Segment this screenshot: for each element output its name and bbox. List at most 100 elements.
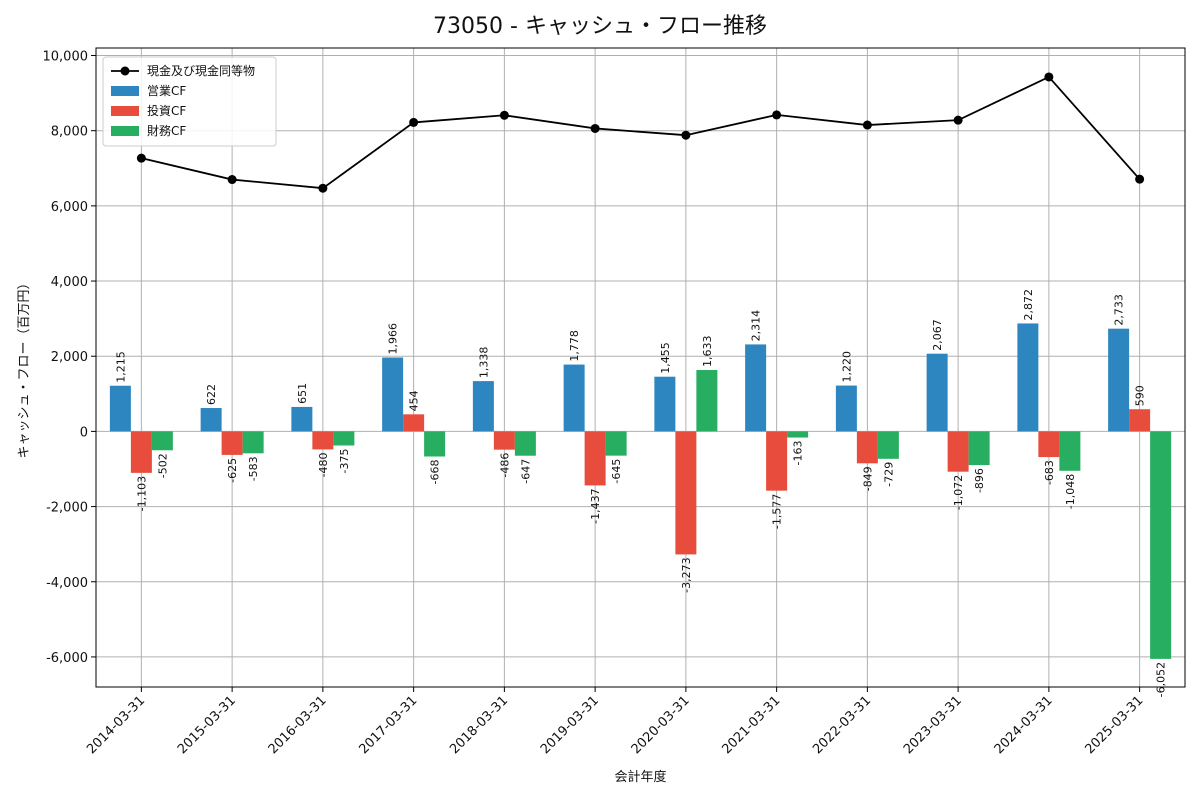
legend-box [102,56,277,147]
x-tick-label: 2019-03-31 [538,693,602,757]
data-label: 651 [296,383,309,404]
chart-title: 73050 - キャッシュ・フロー推移 [433,14,767,39]
data-label: -849 [861,466,874,491]
cash-balance-point [499,110,509,120]
bar-financing [242,431,264,454]
bar-investing [675,431,697,555]
y-tick-label: 10,000 [43,50,89,65]
bar-financing [787,431,809,438]
cash-balance-point [1135,174,1145,184]
data-label: 2,872 [1022,289,1035,321]
data-label: 1,966 [387,323,400,355]
bar-investing [493,431,515,450]
y-tick-label: -2,000 [46,501,88,516]
bar-investing [766,431,788,491]
y-tick-label: 4,000 [51,275,88,290]
data-label: 1,633 [701,336,714,368]
data-label: -486 [498,453,511,478]
x-tick-label: 2025-03-31 [1082,693,1146,757]
bar-financing [514,431,536,456]
x-tick-label: 2021-03-31 [719,693,783,757]
data-label: 1,455 [659,342,672,374]
x-tick-label: 2014-03-31 [84,693,148,757]
legend-entry: 現金及び現金同等物 [147,63,255,78]
bar-operating [1108,328,1130,432]
bar-investing [130,431,152,473]
bar-financing [605,431,627,456]
data-label: -375 [338,448,351,473]
x-tick-label: 2023-03-31 [901,693,965,757]
bar-investing [221,431,243,455]
y-tick-label: 8,000 [51,125,88,140]
data-label: -502 [156,453,169,478]
bar-investing [1129,409,1151,432]
x-tick-label: 2024-03-31 [992,693,1056,757]
y-tick-label: 0 [80,425,88,440]
bar-operating [291,406,313,432]
bar-investing [947,431,969,472]
cash-balance-point [136,153,146,163]
legend-entry: 投資CF [147,103,186,118]
legend-bar-swatch [111,106,139,116]
x-tick-label: 2018-03-31 [447,693,511,757]
cash-balance-point [590,123,600,133]
y-tick-label: -4,000 [46,576,88,591]
data-label: -6,052 [1155,662,1168,697]
cash-balance-point [1044,72,1054,82]
data-label: 454 [408,390,421,411]
bar-financing [968,431,990,466]
data-label: -683 [1043,460,1056,485]
data-label: -1,048 [1064,474,1077,509]
y-tick-label: 2,000 [51,350,88,365]
data-label: -729 [882,462,895,487]
data-label: -480 [317,452,330,477]
x-tick-label: 2022-03-31 [810,693,874,757]
y-tick-label: 6,000 [51,200,88,215]
bar-financing [424,431,446,457]
bar-financing [151,431,173,451]
bar-investing [403,414,425,432]
cash-balance-point [409,117,419,127]
data-label: 2,314 [750,310,763,342]
data-label: -1,072 [952,475,965,510]
x-tick-label: 2016-03-31 [266,693,330,757]
bar-investing [584,431,606,486]
bar-investing [312,431,334,450]
bar-financing [1059,431,1081,471]
bar-operating [563,364,585,432]
bar-operating [382,357,404,432]
x-tick-label: 2020-03-31 [629,693,693,757]
bar-financing [877,431,899,459]
bar-operating [200,408,222,432]
cash-balance-point [772,110,782,120]
cash-balance-point [227,175,237,185]
data-label: -1,103 [135,476,148,511]
legend-entry: 財務CF [147,123,186,138]
data-label: -896 [973,468,986,493]
legend-bar-swatch [111,126,139,136]
y-tick-label: -6,000 [46,651,88,666]
bar-operating [926,353,948,432]
plot-frame [95,47,1186,688]
data-label: 1,215 [114,351,127,383]
data-label: 2,067 [931,319,944,351]
legend-entry: 営業CF [147,84,186,98]
x-axis-label: 会計年度 [614,769,666,785]
x-tick-label: 2017-03-31 [356,693,420,757]
legend-marker [120,66,130,76]
data-label: -163 [792,441,805,466]
legend-bar-swatch [111,86,139,96]
data-label: 2,733 [1113,294,1126,326]
cash-balance-point [862,120,872,130]
data-label: 1,778 [568,330,581,362]
bar-financing [333,431,355,446]
cash-balance-line [141,75,1141,190]
bar-operating [1017,323,1039,432]
bar-financing [1150,431,1172,659]
data-label: 622 [205,384,218,405]
bar-investing [856,431,878,464]
bar-operating [109,385,131,432]
data-label: 1,338 [477,347,490,379]
data-label: -668 [429,460,442,485]
